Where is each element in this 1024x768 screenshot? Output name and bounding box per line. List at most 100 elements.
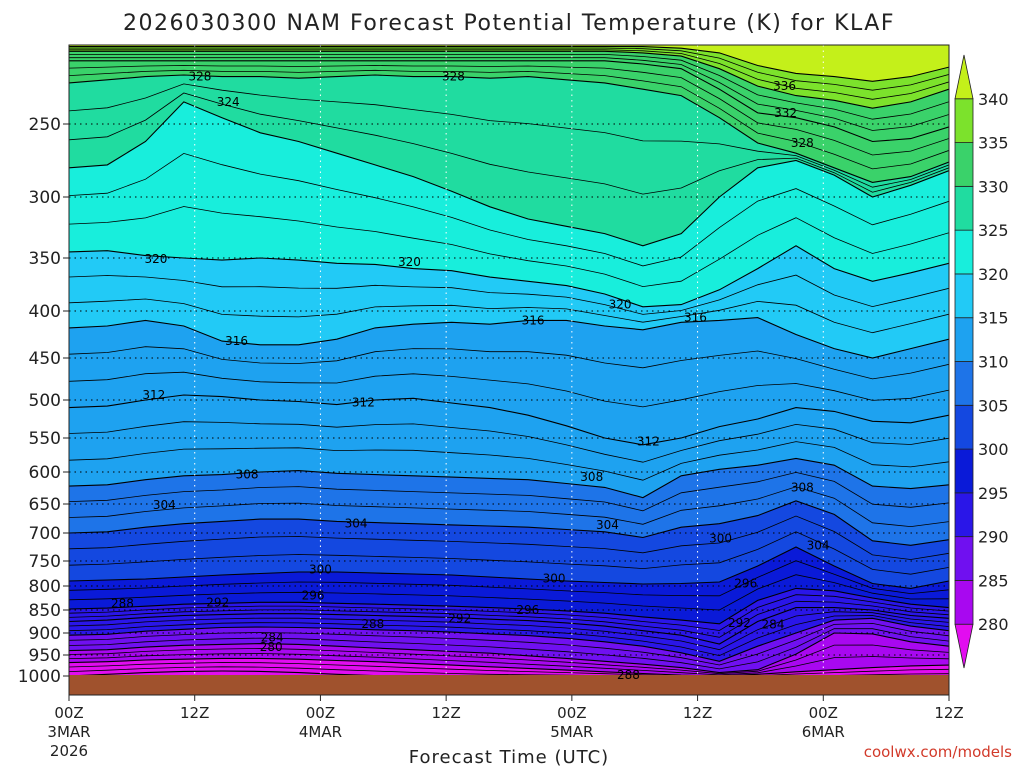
colorbar-label: 290 bbox=[978, 528, 1009, 547]
colorbar-swatch bbox=[954, 142, 974, 187]
isentrope-line bbox=[69, 546, 949, 589]
isentrope-line-minor bbox=[69, 653, 949, 675]
colorbar-label: 340 bbox=[978, 90, 1009, 109]
contour-label: 296 bbox=[302, 589, 325, 603]
x-tick-label-date: 4MAR bbox=[299, 723, 342, 741]
isentrope-line-minor bbox=[69, 611, 949, 651]
filled-band bbox=[69, 458, 949, 546]
contour-label: 328 bbox=[442, 70, 465, 84]
colorbar-label: 330 bbox=[978, 177, 1009, 196]
colorbar-swatch bbox=[954, 623, 974, 669]
filled-band bbox=[69, 51, 949, 142]
filled-band bbox=[69, 618, 949, 673]
contour-label: 284 bbox=[762, 618, 785, 632]
isentrope-line-minor bbox=[69, 600, 949, 638]
filled-band bbox=[69, 75, 949, 246]
isentrope-line bbox=[69, 607, 949, 645]
contour-label: 312 bbox=[352, 395, 375, 409]
x-tick-label-time: 12Z bbox=[683, 704, 712, 722]
credit-text: coolwx.com/models bbox=[864, 743, 1012, 761]
contour-label: 292 bbox=[728, 616, 751, 630]
contour-label: 284 bbox=[261, 630, 284, 644]
colorbar: 280 285 290 295 300 305 310 315 320 325 330 335 340 bbox=[954, 54, 1009, 669]
isentrope-line-minor bbox=[69, 471, 949, 512]
y-tick-label: 950 bbox=[29, 646, 61, 666]
y-tick-label: 900 bbox=[29, 624, 61, 644]
contour-label: 304 bbox=[596, 518, 619, 532]
colorbar-label: 295 bbox=[978, 484, 1009, 503]
isentrope-line bbox=[69, 46, 949, 82]
contour-label: 300 bbox=[309, 563, 332, 577]
colorbar-swatch bbox=[954, 185, 974, 231]
isentrope-line-minor bbox=[69, 346, 949, 380]
isentrope-line-minor bbox=[69, 206, 949, 288]
filled-band bbox=[69, 317, 949, 445]
contour-label: 328 bbox=[188, 70, 211, 84]
contour-label: 288 bbox=[111, 596, 134, 610]
colorbar-swatch bbox=[954, 229, 974, 275]
colorbar-swatch bbox=[954, 404, 974, 450]
colorbar-swatch bbox=[954, 273, 974, 319]
isentrope-line-minor bbox=[69, 421, 949, 463]
isentrope-line bbox=[69, 632, 949, 674]
contour-label: 336 bbox=[773, 79, 796, 93]
x-tick-label-time: 00Z bbox=[809, 704, 838, 722]
contour-label: 304 bbox=[153, 498, 176, 512]
x-tick-label-time: 12Z bbox=[431, 704, 460, 722]
isentrope-line-minor bbox=[69, 666, 949, 675]
contour-label: 320 bbox=[144, 252, 167, 266]
y-tick-label: 500 bbox=[29, 391, 61, 411]
ground-below-surface bbox=[69, 675, 949, 695]
y-tick-label: 1000 bbox=[18, 667, 61, 687]
isentrope-line-minor bbox=[69, 662, 949, 675]
contour-label: 292 bbox=[448, 611, 471, 625]
isentrope-line bbox=[69, 74, 949, 183]
isentrope-line-minor bbox=[69, 49, 949, 100]
isentrope-line-minor bbox=[69, 644, 949, 675]
colorbar-label: 305 bbox=[978, 396, 1009, 415]
y-tick-label: 300 bbox=[29, 188, 61, 208]
colorbar-swatch bbox=[954, 448, 974, 494]
contour-label: 288 bbox=[361, 617, 384, 631]
contour-label: 308 bbox=[236, 468, 259, 482]
contour-label: 308 bbox=[580, 470, 603, 484]
contour-label: 308 bbox=[791, 480, 814, 494]
y-tick-label: 750 bbox=[29, 552, 61, 572]
isentrope-line-minor bbox=[69, 515, 949, 560]
x-tick-label-time: 00Z bbox=[557, 704, 586, 722]
isentrope-line-minor bbox=[69, 47, 949, 91]
contour-label: 296 bbox=[516, 603, 539, 617]
y-tick-label: 850 bbox=[29, 601, 61, 621]
isentrope-line-minor bbox=[69, 560, 949, 597]
colorbar-label: 315 bbox=[978, 309, 1009, 328]
isentrope-line-minor bbox=[69, 57, 949, 131]
colorbar-swatch bbox=[954, 98, 974, 143]
y-tick-label: 400 bbox=[29, 302, 61, 322]
contour-label: 328 bbox=[791, 136, 814, 150]
filled-band bbox=[69, 101, 949, 307]
contour-label: 280 bbox=[260, 640, 283, 654]
x-tick-label-date: 5MAR bbox=[550, 723, 593, 741]
filled-contours bbox=[69, 45, 949, 675]
isentrope-line bbox=[69, 50, 949, 109]
x-axis-title: Forecast Time (UTC) bbox=[409, 747, 609, 768]
isentrope-line-minor bbox=[69, 92, 949, 195]
isentrope-line-minor bbox=[69, 152, 949, 267]
isentrope-line bbox=[69, 317, 949, 359]
isentrope-line bbox=[69, 657, 949, 675]
colorbar-label: 280 bbox=[978, 615, 1009, 634]
y-tick-label: 700 bbox=[29, 524, 61, 544]
isentrope-line bbox=[79, 670, 374, 675]
isentrope-line-minor bbox=[69, 54, 949, 120]
y-tick-label: 600 bbox=[29, 463, 61, 483]
colorbar-label: 320 bbox=[978, 265, 1009, 284]
colorbar-label: 335 bbox=[978, 134, 1009, 153]
isentrope-line-minor bbox=[69, 615, 949, 657]
contour-label: 316 bbox=[225, 334, 248, 348]
colorbar-swatch bbox=[954, 317, 974, 362]
y-tick-label: 800 bbox=[29, 577, 61, 597]
contour-label: 320 bbox=[398, 255, 421, 269]
filled-band bbox=[69, 500, 949, 589]
contour-label: 324 bbox=[217, 95, 240, 109]
